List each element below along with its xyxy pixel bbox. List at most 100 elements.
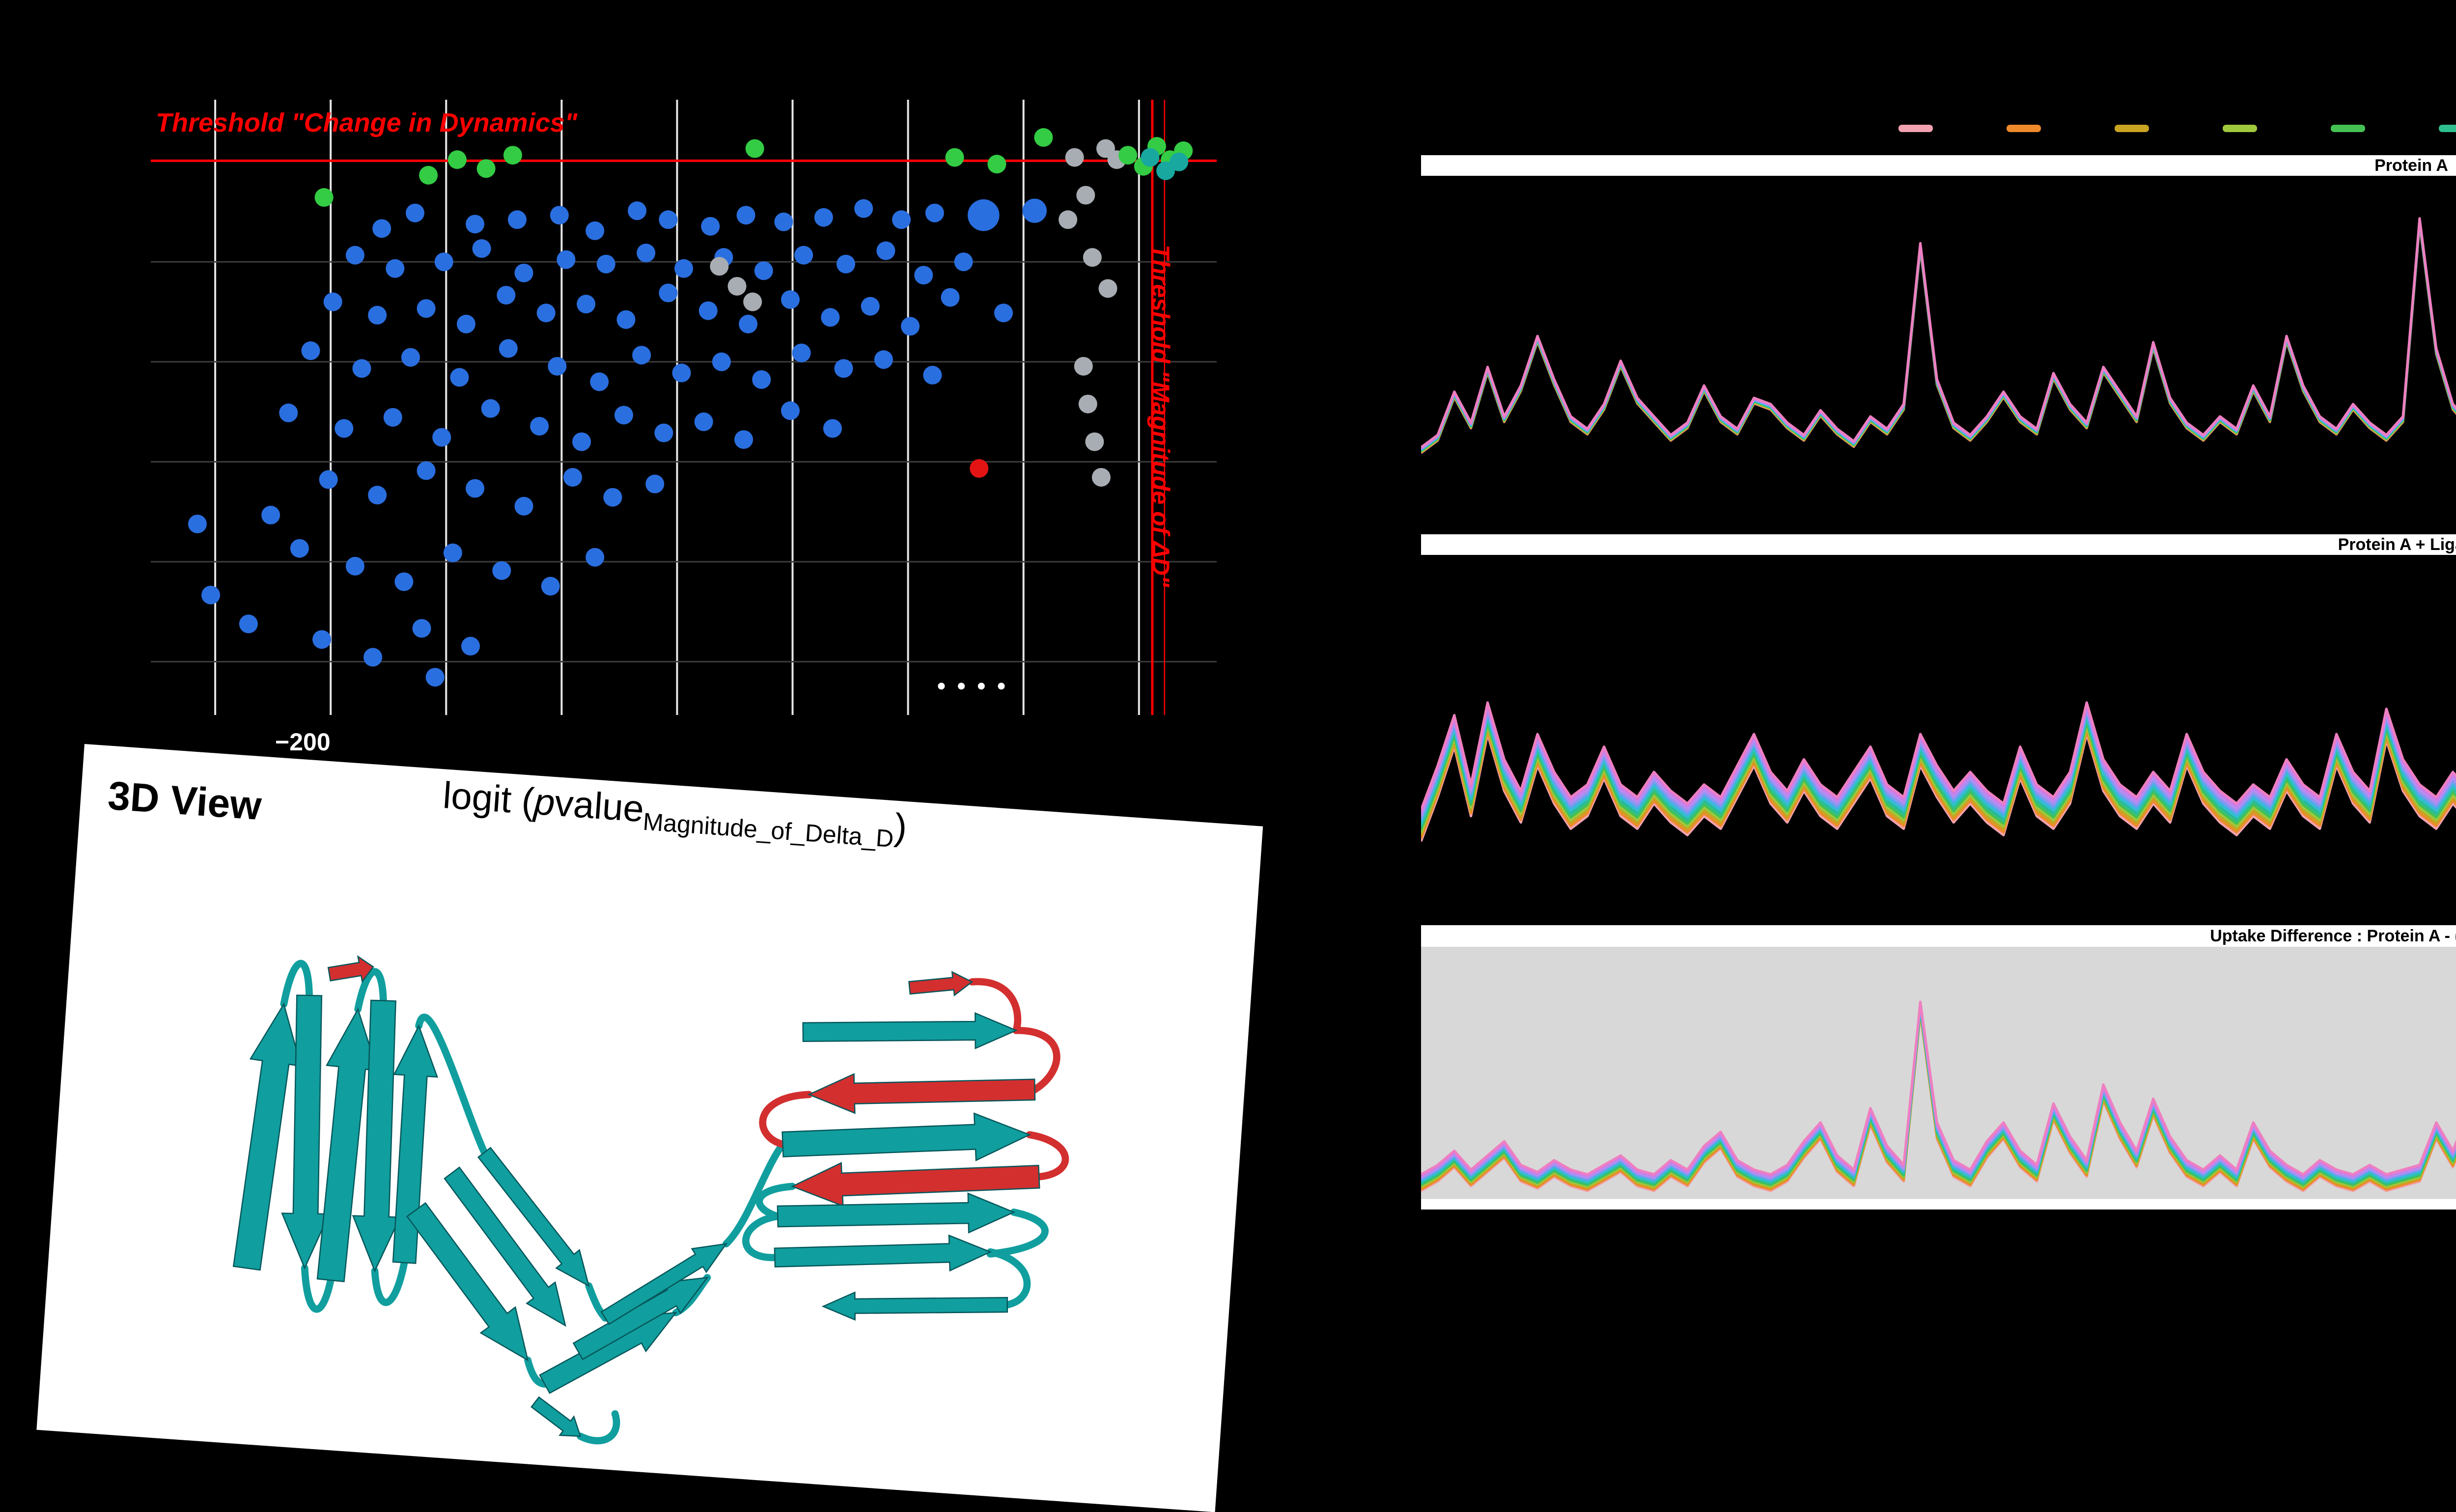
scatter-point-blue [854,199,873,218]
chart-title: Uptake Difference : Protein A - (Protein… [2210,926,2456,945]
ribbon-arrow [232,1002,302,1271]
series-line [1421,222,2456,495]
scatter-point-blue [563,467,582,487]
scatter-point-green [503,146,522,165]
protein-ribbon-rendering[interactable] [92,838,1161,1486]
series-line [1421,1004,2456,1177]
series-line [1421,614,2456,836]
series-line [1421,610,2456,833]
chart-protein-a[interactable] [1421,176,2456,520]
ribbon-arrow [781,1112,1032,1161]
series-line [1421,1013,2456,1189]
panel-3d-view[interactable]: 3D View [36,744,1263,1512]
scatter-point-blue [386,259,405,278]
scatter-point-white [998,683,1005,690]
ribbon-arrow [530,1396,582,1437]
series-line [1421,1012,2456,1188]
series-line [1421,624,2456,841]
series-line [1421,589,2456,818]
scatter-point-blue [461,636,480,656]
scatter-point-blue [994,303,1013,323]
ribbon-arrow [281,994,330,1270]
scatter-point-green [1118,146,1138,165]
scatter-point-blue [923,365,942,385]
scatter-point-blue [394,572,414,591]
scatter-point-blue [823,419,842,438]
scatter-point-gray [1091,467,1111,487]
chart-title-bar-protein-a: Protein A [1421,155,2456,176]
scatter-point-gray [1083,248,1102,267]
scatter-point-blue [383,408,402,427]
legend-swatch[interactable] [2115,125,2149,132]
legend-swatch[interactable] [2331,125,2365,132]
chart-title: Protein A + Ligand [2338,535,2456,554]
legend-swatch[interactable] [1898,125,1933,132]
ribbon-arrow [444,1166,566,1327]
scatter-point-blue [443,543,462,562]
scatter-point-blue [821,308,840,327]
scatter-point-blue [837,254,856,274]
scatter-point-blue [781,290,800,309]
scatter-point-blue [892,210,911,229]
scatter-point-blue [541,577,560,596]
scatter-point-blue [876,241,895,260]
scatter-point-blue [456,314,475,333]
series-line [1421,219,2456,447]
ribbon-arrow [908,971,974,997]
scatter-point-blue [659,283,678,302]
scatter-point-blue [645,474,665,494]
series-line [1421,1006,2456,1181]
scatter-point-blue [774,212,793,231]
scatter-point-blue [941,288,960,307]
scatter-point-green [945,148,964,167]
scatter-point-blue [674,259,693,278]
legend-swatch[interactable] [2439,125,2456,132]
scatter-point-blue [834,359,853,378]
scatter-point-blue [654,423,673,442]
threshold-change-in-dynamics-label: Threshold "Change in Dynamics" [156,108,578,137]
chart-uptake-difference[interactable] [1421,947,2456,1210]
scatter-point-blue [372,219,391,238]
volcano-scatter-svg[interactable] [151,100,1217,715]
scatter-point-teal [1170,152,1189,171]
scatter-point-blue [628,201,647,220]
scatter-point-blue [201,585,221,605]
scatter-point-blue [752,370,771,389]
series-line [1421,589,2456,815]
chart-title: Protein A [2374,156,2448,175]
scatter-point-blue [450,368,469,387]
scatter-point-white [977,683,985,690]
scatter-point-blue [345,246,364,265]
series-line [1421,224,2456,506]
ribbon-arrow [774,1234,992,1272]
scatter-point-blue [412,619,431,638]
scatter-point-blue [659,210,678,229]
scatter-point-blue [497,286,516,305]
scatter-point-blue [632,346,651,365]
scatter-point-blue [861,297,880,316]
scatter-point-blue [701,217,720,236]
scatter-point-gray [1065,148,1084,167]
scatter-point-blue [514,263,533,282]
ribbon-arrow [406,1202,529,1362]
series-line [1421,1002,2456,1174]
ribbon-loop [354,968,387,1013]
scatter-point-blue [739,314,758,333]
ribbon-arrow [777,1192,1016,1234]
legend-swatch[interactable] [2223,125,2257,132]
series-line [1421,221,2456,474]
ribbon-arrow [802,1012,1018,1049]
scatter-point-green [447,150,467,169]
scatter-point-blue [481,399,500,418]
scatter-point-blue [345,556,364,576]
scatter-point-gray [710,257,729,276]
scatter-point-blue [514,496,533,516]
ribbon-loop [301,1264,335,1313]
series-line [1421,223,2456,506]
chart-protein-a-ligand[interactable] [1421,555,2456,906]
scatter-point-blue [466,215,485,234]
scatter-point-blue [603,488,622,507]
volcano-plot[interactable]: Threshold "Change in Dynamics" Threshold… [151,100,1217,715]
legend-swatch[interactable] [2007,125,2041,132]
scatter-point-gray [1096,139,1115,158]
